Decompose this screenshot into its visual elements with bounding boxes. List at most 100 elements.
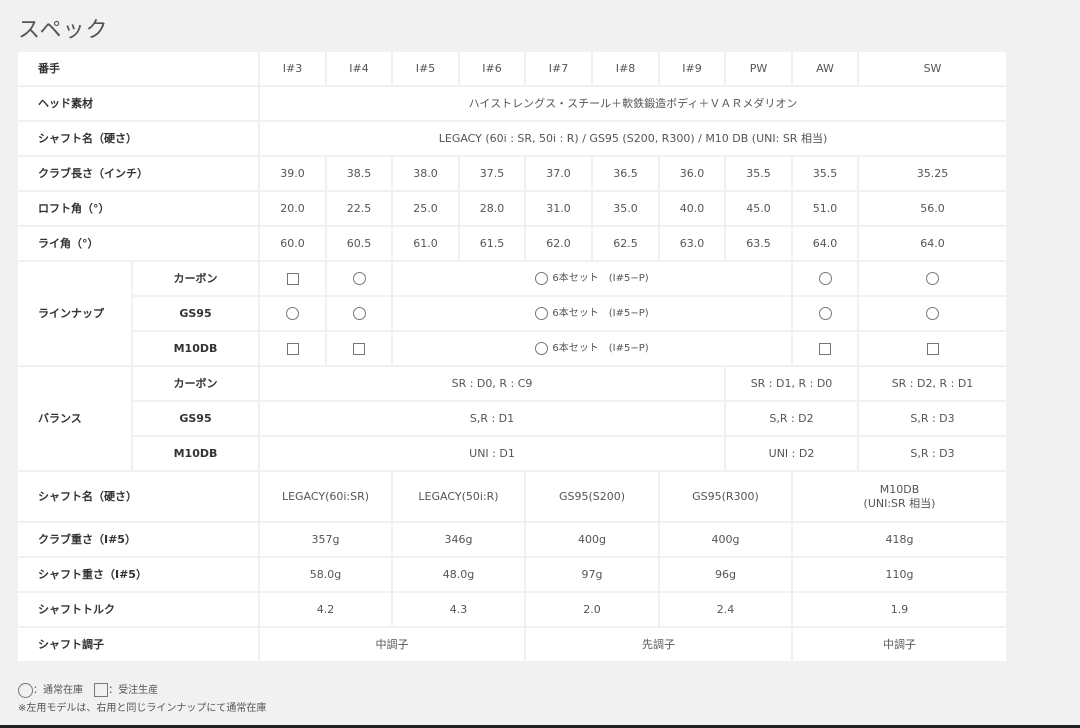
lineup-cell [859,297,1006,330]
table-cell: GS95(S200) [526,472,658,521]
column-header: I#9 [660,52,724,85]
table-cell: 58.0g [260,558,391,591]
table-cell: 60.0 [260,227,325,260]
circle-icon [352,307,366,320]
table-cell: 48.0g [393,558,524,591]
row-label: ロフト角（°） [18,192,258,225]
row-sublabel: M10DB [133,437,258,470]
table-row: ラインナップ カーボン 6本セット (I#5−P) [18,262,1006,365]
row-label: ラインナップ [18,262,131,365]
table-cell: S,R : D3 [859,402,1006,435]
row-label: ライ角（°） [18,227,258,260]
table-cell: 110g [793,558,1006,591]
table-cell: 400g [660,523,791,556]
table-cell: 38.0 [393,157,458,190]
table-cell: SR : D1, R : D0 [726,367,857,400]
lineup-cell: 6本セット (I#5−P) [393,262,791,295]
legend-circle-label: ：通常在庫 [33,685,83,696]
table-cell: 400g [526,523,658,556]
table-cell: 60.5 [327,227,391,260]
table-cell: 38.5 [327,157,391,190]
table-cell: S,R : D2 [726,402,857,435]
table-cell: 35.5 [793,157,857,190]
table-row: ライ角（°） 60.0 60.5 61.0 61.5 62.0 62.5 63.0 63.5 64… [18,227,1006,260]
row-sublabel: M10DB [133,332,258,365]
table-cell: 37.5 [460,157,524,190]
table-cell: 中調子 [260,628,524,661]
table-row: シャフト重さ（I#5） 58.0g 48.0g 97g 96g 110g [18,558,1006,591]
lineup-cell [260,262,325,295]
legend-square-label: ：受注生産 [108,685,159,696]
table-cell: M10DB (UNI:SR 相当) [793,472,1006,521]
table-cell: 37.0 [526,157,591,190]
table-row: GS95 6本セット (I#5−P) [18,297,1006,330]
column-header: I#8 [593,52,658,85]
table-cell: 4.2 [260,593,391,626]
row-label: クラブ重さ（I#5） [18,523,258,556]
circle-icon [926,272,939,285]
square-icon [286,342,299,355]
column-header: PW [726,52,791,85]
table-cell: 357g [260,523,391,556]
square-icon [94,683,109,697]
table-cell: 64.0 [859,227,1006,260]
row-label: シャフト調子 [18,628,258,661]
table-cell: S,R : D3 [859,437,1006,470]
row-label: シャフト重さ（I#5） [18,558,258,591]
circle-icon [535,307,549,320]
table-cell: UNI : D1 [260,437,724,470]
row-label: クラブ長さ（インチ） [18,157,258,190]
row-label: シャフト名（硬さ） [18,472,258,521]
table-cell: 51.0 [793,192,857,225]
lineup-cell [327,262,391,295]
column-header: I#5 [393,52,458,85]
table-row: M10DB UNI : D1 UNI : D2 S,R : D3 [18,437,1006,470]
legend: ：通常在庫 ：受注生産 [18,681,158,698]
lineup-cell [793,262,857,295]
lineup-cell [327,297,391,330]
page-title: スペック [18,18,109,43]
table-cell: 63.0 [660,227,724,260]
table-row: ヘッド素材 ハイストレングス・スチール＋軟鉄鍛造ボディ＋ＶＡＲメダリオン [18,87,1006,120]
bottom-bar [0,725,1080,728]
table-cell: 25.0 [393,192,458,225]
table-row: クラブ長さ（インチ） 39.0 38.5 38.0 37.5 37.0 36.5 36.0 35… [18,157,1006,190]
row-sublabel: GS95 [133,297,258,330]
lineup-cell [793,332,857,365]
table-cell: 36.0 [660,157,724,190]
table-cell: 56.0 [859,192,1006,225]
table-row: シャフトトルク 4.2 4.3 2.0 2.4 1.9 [18,593,1006,626]
table-cell: 中調子 [793,628,1006,661]
square-icon [819,342,831,355]
lineup-cell: 6本セット (I#5−P) [393,332,791,365]
table-cell: S,R : D1 [260,402,724,435]
circle-icon [352,272,366,285]
table-row: GS95 S,R : D1 S,R : D2 S,R : D3 [18,402,1006,435]
table-cell: 22.5 [327,192,391,225]
table-cell: 20.0 [260,192,325,225]
table-cell: 96g [660,558,791,591]
table-cell: ハイストレングス・スチール＋軟鉄鍛造ボディ＋ＶＡＲメダリオン [260,87,1006,120]
lineup-cell [260,332,325,365]
square-icon [926,342,939,355]
row-label: シャフト名（硬さ） [18,122,258,155]
table-cell: 418g [793,523,1006,556]
lineup-cell [859,262,1006,295]
table-row: シャフト名（硬さ） LEGACY (60i : SR, 50i : R) / GS… [18,122,1006,155]
circle-icon [286,307,299,320]
column-header: I#6 [460,52,524,85]
row-sublabel: カーボン [133,262,258,295]
column-header: AW [793,52,857,85]
circle-icon [18,682,33,698]
table-row: シャフト調子 中調子 先調子 中調子 [18,628,1006,661]
table-cell: LEGACY(60i:SR) [260,472,391,521]
row-label: ヘッド素材 [18,87,258,120]
table-cell: 31.0 [526,192,591,225]
square-icon [353,342,365,355]
row-label: 番手 [18,52,258,85]
table-cell: 62.0 [526,227,591,260]
table-cell: 35.5 [726,157,791,190]
table-cell: UNI : D2 [726,437,857,470]
row-label: バランス [18,367,131,470]
table-row: M10DB 6本セット (I#5−P) [18,332,1006,365]
